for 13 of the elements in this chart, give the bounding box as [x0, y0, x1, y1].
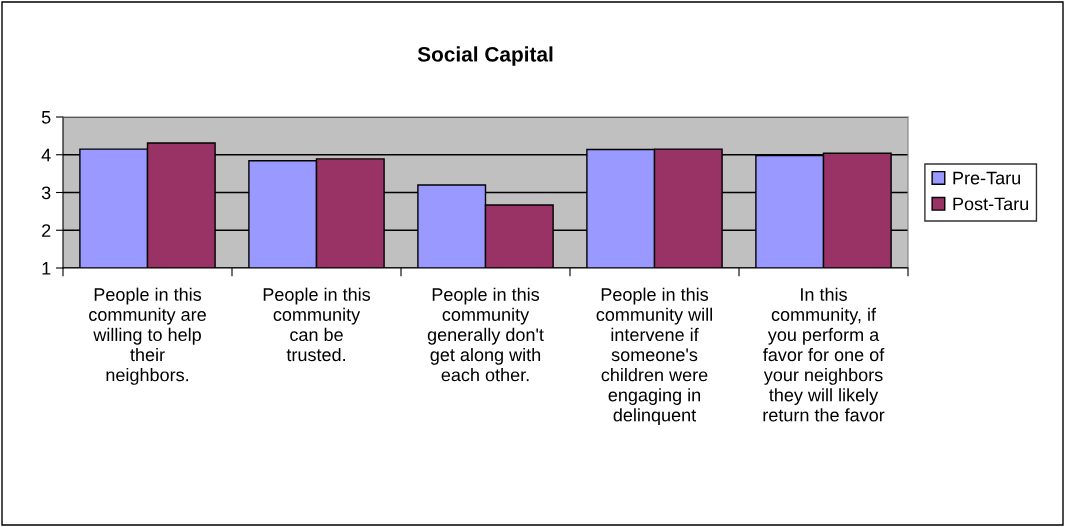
legend-label: Post-Taru: [953, 197, 1029, 211]
y-tick-label: 4: [41, 148, 51, 162]
legend-label: Pre-Taru: [953, 171, 1021, 185]
x-tick-label: In this community, if you perform a favor for one of your neighbors they will likely return the favor: [763, 287, 885, 422]
y-tick-label: 3: [41, 186, 51, 200]
x-tick-label: People in this community will intervene if someone's children were engaging in delinquent: [596, 287, 712, 426]
y-tick-label: 1: [42, 262, 51, 275]
x-tick-label: People in this community generally don't get along with each other.: [427, 287, 544, 382]
y-tick-label: 2: [42, 224, 51, 237]
x-tick-label: People in this community can be trusted.: [263, 287, 371, 362]
x-tick-label: People in this community are willing to help their neighbors.: [89, 287, 206, 385]
chart-title: Social Capital: [417, 46, 553, 66]
y-tick-label: 5: [41, 111, 51, 124]
